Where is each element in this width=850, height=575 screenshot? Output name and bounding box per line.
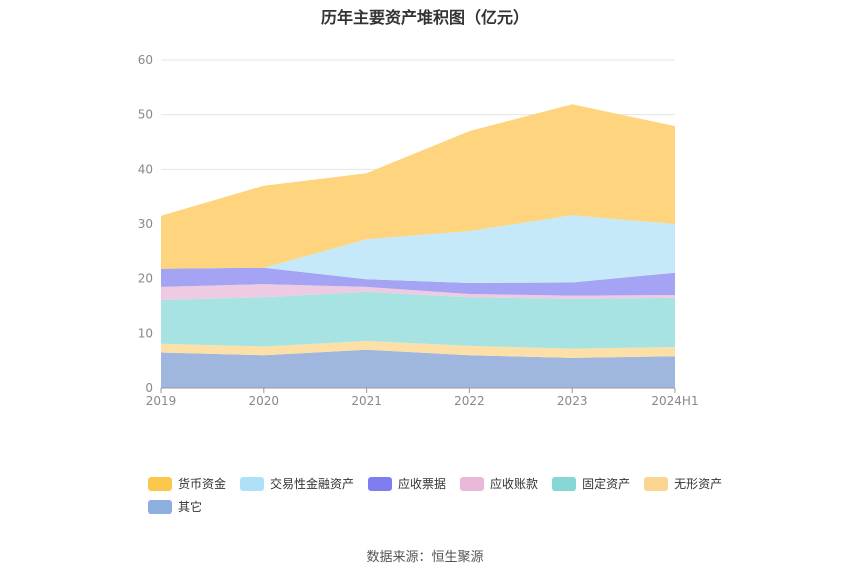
legend-swatch	[148, 499, 172, 514]
legend-item[interactable]: 固定资产	[552, 472, 630, 495]
area-货币资金	[161, 104, 675, 269]
area-固定资产	[161, 291, 675, 349]
y-tick-label: 60	[138, 53, 153, 67]
legend-label: 应收票据	[398, 477, 447, 491]
legend-label: 应收账款	[490, 477, 539, 491]
legend-swatch	[240, 476, 265, 491]
y-tick-label: 30	[138, 217, 153, 231]
area-series	[161, 104, 675, 388]
legend-swatch	[368, 476, 393, 491]
legend-label: 固定资产	[582, 477, 631, 491]
legend-item[interactable]: 无形资产	[644, 472, 722, 495]
area-其它	[161, 349, 675, 388]
legend-swatch	[552, 476, 577, 491]
legend-item[interactable]: 货币资金	[148, 472, 226, 495]
legend-swatch	[148, 476, 172, 491]
x-tick-label: 2020	[249, 394, 280, 408]
y-tick-label: 20	[138, 272, 153, 286]
x-tick-label: 2022	[454, 394, 485, 408]
legend-item[interactable]: 应收票据	[368, 472, 446, 495]
legend-label: 其它	[178, 500, 203, 514]
legend-item[interactable]: 应收账款	[460, 472, 538, 495]
y-tick-label: 40	[138, 162, 153, 176]
x-tick-label: 2023	[557, 394, 588, 408]
axes: 0 10 20 30 40 50 60 2019 2020 2021 2022 2023 2024H1	[138, 53, 699, 408]
chart-title: 历年主要资产堆积图（亿元）	[320, 8, 529, 27]
area-应收票据	[161, 267, 675, 296]
chart-legend: 货币资金 交易性金融资产 应收票据 应收账款 固定资产 无形资产其它	[148, 472, 748, 518]
legend-item[interactable]: 其它	[148, 495, 202, 518]
legend-swatch	[644, 476, 669, 491]
x-tick-label: 2021	[351, 394, 382, 408]
x-tick-label: 2024H1	[651, 394, 698, 408]
area-应收账款	[161, 284, 675, 300]
y-tick-label: 10	[138, 326, 153, 340]
legend-item[interactable]: 交易性金融资产	[240, 472, 354, 495]
area-无形资产	[161, 341, 675, 358]
legend-label: 货币资金	[178, 477, 227, 491]
data-source: 数据来源：恒生聚源	[366, 550, 484, 565]
y-tick-label: 50	[138, 108, 153, 122]
x-tick-label: 2019	[146, 394, 177, 408]
area-交易性金融资产	[161, 215, 675, 283]
y-tick-label: 0	[145, 381, 153, 395]
legend-label: 无形资产	[674, 477, 723, 491]
legend-swatch	[460, 476, 485, 491]
legend-label: 交易性金融资产	[270, 477, 355, 491]
